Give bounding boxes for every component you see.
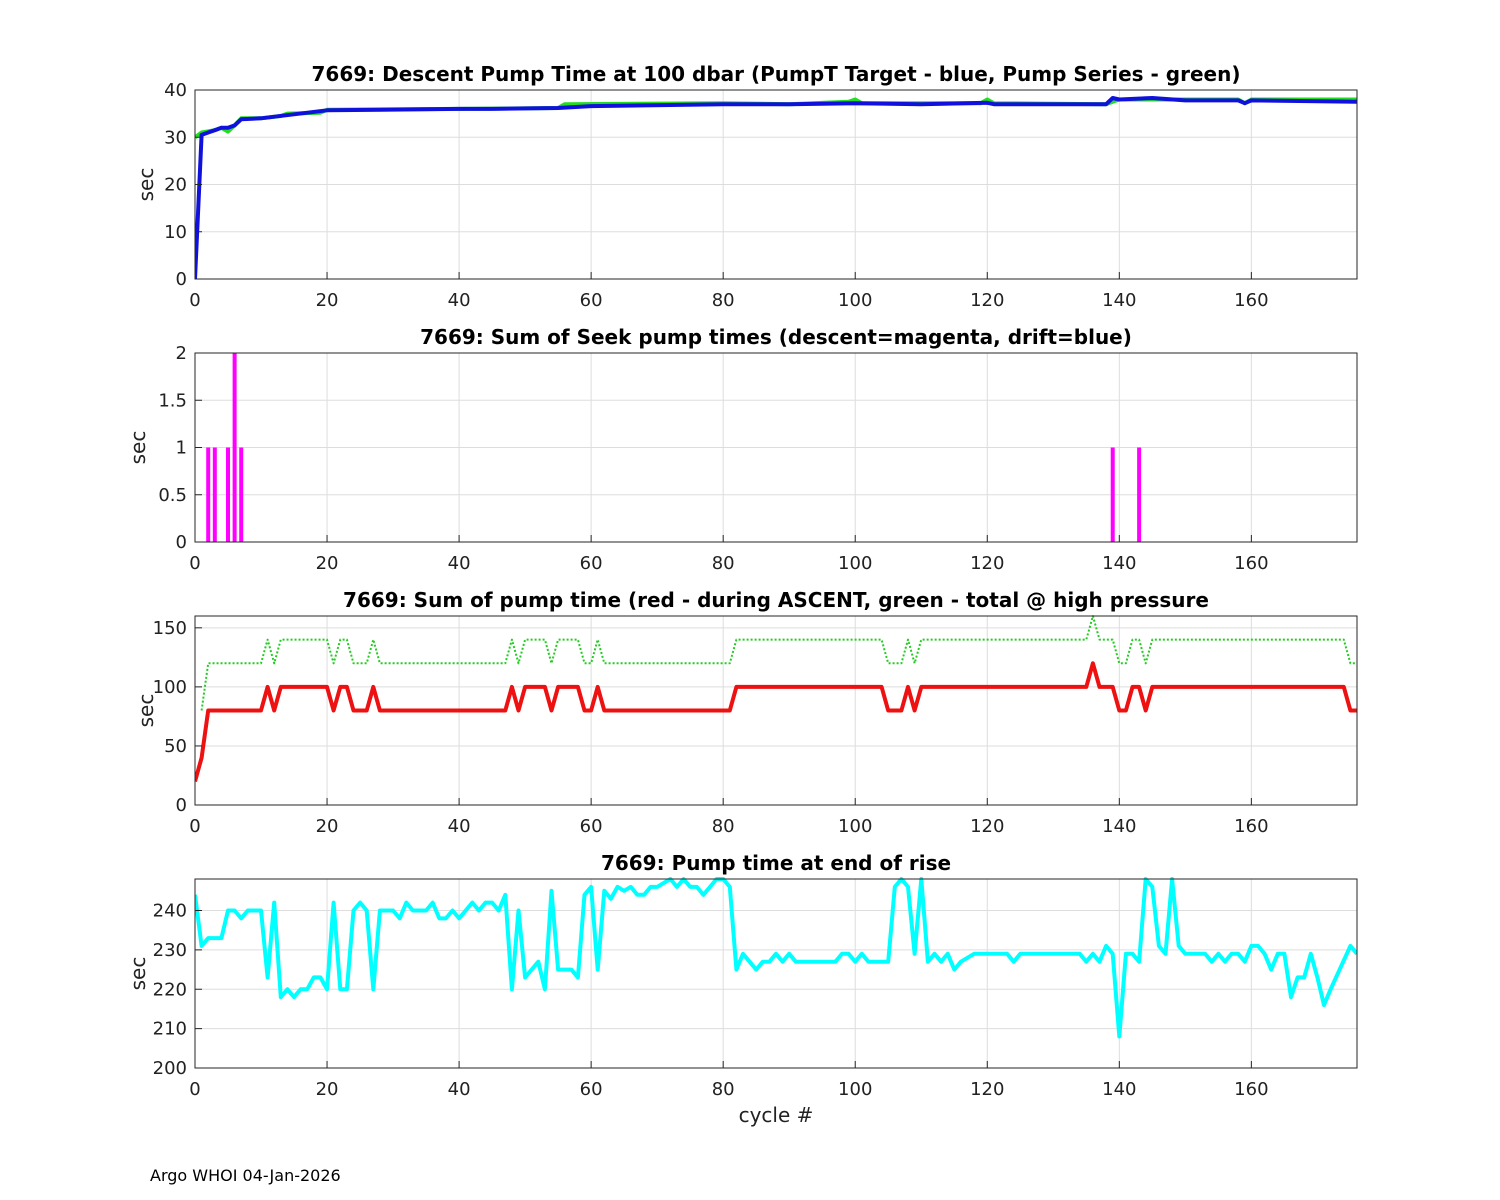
series-line-2 xyxy=(195,661,1357,782)
y-tick-label: 30 xyxy=(164,127,187,148)
x-tick-label: 100 xyxy=(838,553,872,574)
chart-title: 7669: Sum of pump time (red - during ASC… xyxy=(343,588,1209,612)
x-tick-label: 80 xyxy=(712,1079,735,1100)
y-tick-label: 220 xyxy=(153,979,187,1000)
series-line-2 xyxy=(195,96,1357,280)
chart-panel-2: 0 20 40 60 80 100 120 140 160 0 0.5 1 1.5 2 7669: Sum … xyxy=(126,325,1358,574)
y-axis-label: sec xyxy=(134,694,158,728)
x-tick-label: 120 xyxy=(970,816,1004,837)
x-tick-label: 0 xyxy=(189,553,200,574)
chart-panel-4: 0 20 40 60 80 100 120 140 160 200 210 220 230 240 7669… xyxy=(126,851,1358,1127)
chart-title: 7669: Pump time at end of rise xyxy=(601,851,951,875)
x-tick-label: 160 xyxy=(1234,290,1268,311)
x-tick-label: 0 xyxy=(189,290,200,311)
x-tick-label: 160 xyxy=(1234,1079,1268,1100)
y-tick-label: 100 xyxy=(153,677,187,698)
x-tick-label: 100 xyxy=(838,816,872,837)
y-tick-label: 0.5 xyxy=(158,485,187,506)
y-axis-label: sec xyxy=(126,431,150,465)
x-tick-label: 80 xyxy=(712,816,735,837)
x-tick-label: 0 xyxy=(189,1079,200,1100)
y-tick-label: 200 xyxy=(153,1058,187,1079)
chart-panel-1: 0 20 40 60 80 100 120 140 160 0 10 20 30 40 7669: Desc… xyxy=(134,62,1358,311)
bar xyxy=(232,353,237,542)
x-tick-label: 140 xyxy=(1102,816,1136,837)
x-tick-label: 140 xyxy=(1102,1079,1136,1100)
axes-box xyxy=(194,615,1358,806)
bar xyxy=(1110,447,1115,542)
x-tick-label: 140 xyxy=(1102,290,1136,311)
x-tick-label: 60 xyxy=(580,553,603,574)
x-tick-label: 120 xyxy=(970,1079,1004,1100)
y-tick-label: 210 xyxy=(153,1019,187,1040)
bar xyxy=(226,447,231,542)
y-tick-label: 1.5 xyxy=(158,390,187,411)
x-tick-label: 80 xyxy=(712,290,735,311)
x-tick-label: 80 xyxy=(712,553,735,574)
x-tick-label: 60 xyxy=(580,1079,603,1100)
footer-text: Argo WHOI 04-Jan-2026 xyxy=(150,1166,341,1185)
plot-area xyxy=(195,616,1357,805)
y-tick-label: 20 xyxy=(164,175,187,196)
x-tick-label: 20 xyxy=(316,290,339,311)
y-tick-label: 10 xyxy=(164,222,187,243)
x-tick-label: 160 xyxy=(1234,816,1268,837)
x-tick-label: 20 xyxy=(316,553,339,574)
y-tick-label: 40 xyxy=(164,80,187,101)
x-tick-label: 120 xyxy=(970,553,1004,574)
x-tick-label: 40 xyxy=(448,290,471,311)
y-axis-label: sec xyxy=(126,957,150,991)
bar xyxy=(206,447,211,542)
y-tick-label: 230 xyxy=(153,940,187,961)
x-tick-label: 40 xyxy=(448,553,471,574)
series-line-1 xyxy=(195,877,1357,1039)
x-tick-label: 60 xyxy=(580,816,603,837)
chart-title: 7669: Descent Pump Time at 100 dbar (Pum… xyxy=(312,62,1241,86)
y-axis-label: sec xyxy=(134,168,158,202)
plot-area xyxy=(195,879,1357,1068)
y-tick-label: 0 xyxy=(176,795,187,816)
bar xyxy=(1137,447,1142,542)
x-tick-label: 20 xyxy=(316,1079,339,1100)
x-tick-label: 40 xyxy=(448,816,471,837)
y-tick-label: 150 xyxy=(153,618,187,639)
series-line-1 xyxy=(200,615,1357,711)
chart-panel-3: 0 20 40 60 80 100 120 140 160 0 50 100 150 7669: Sum … xyxy=(134,588,1358,837)
x-tick-label: 100 xyxy=(838,290,872,311)
y-tick-label: 0 xyxy=(176,532,187,553)
bar xyxy=(239,447,244,542)
x-tick-label: 160 xyxy=(1234,553,1268,574)
chart-title: 7669: Sum of Seek pump times (descent=ma… xyxy=(420,325,1132,349)
y-tick-label: 1 xyxy=(176,438,187,459)
x-tick-label: 100 xyxy=(838,1079,872,1100)
x-tick-label: 60 xyxy=(580,290,603,311)
x-axis-label: cycle # xyxy=(739,1103,814,1127)
x-tick-label: 20 xyxy=(316,816,339,837)
y-tick-label: 0 xyxy=(176,269,187,290)
bar xyxy=(212,447,217,542)
y-tick-label: 2 xyxy=(176,343,187,364)
x-tick-label: 0 xyxy=(189,816,200,837)
y-tick-label: 240 xyxy=(153,901,187,922)
x-tick-label: 120 xyxy=(970,290,1004,311)
y-tick-label: 50 xyxy=(164,736,187,757)
axes-box xyxy=(194,878,1358,1069)
x-tick-label: 140 xyxy=(1102,553,1136,574)
x-tick-label: 40 xyxy=(448,1079,471,1100)
